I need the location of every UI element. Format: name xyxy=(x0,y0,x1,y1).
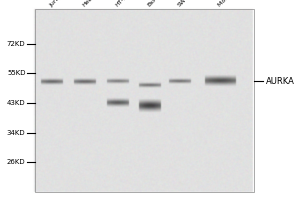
Text: Mouse skeletal muscle: Mouse skeletal muscle xyxy=(217,0,271,8)
Text: 34KD: 34KD xyxy=(7,130,26,136)
Text: 43KD: 43KD xyxy=(7,100,26,106)
Text: BxPC3: BxPC3 xyxy=(146,0,164,8)
Text: Jurkat: Jurkat xyxy=(49,0,66,8)
Text: SW480: SW480 xyxy=(176,0,195,8)
Text: AURKA: AURKA xyxy=(266,76,294,86)
Text: HT-29: HT-29 xyxy=(115,0,131,8)
Text: 72KD: 72KD xyxy=(7,41,26,47)
Text: HeLa: HeLa xyxy=(82,0,97,8)
Text: 55KD: 55KD xyxy=(7,70,26,76)
Text: 26KD: 26KD xyxy=(7,159,26,165)
Bar xyxy=(34,9,254,192)
